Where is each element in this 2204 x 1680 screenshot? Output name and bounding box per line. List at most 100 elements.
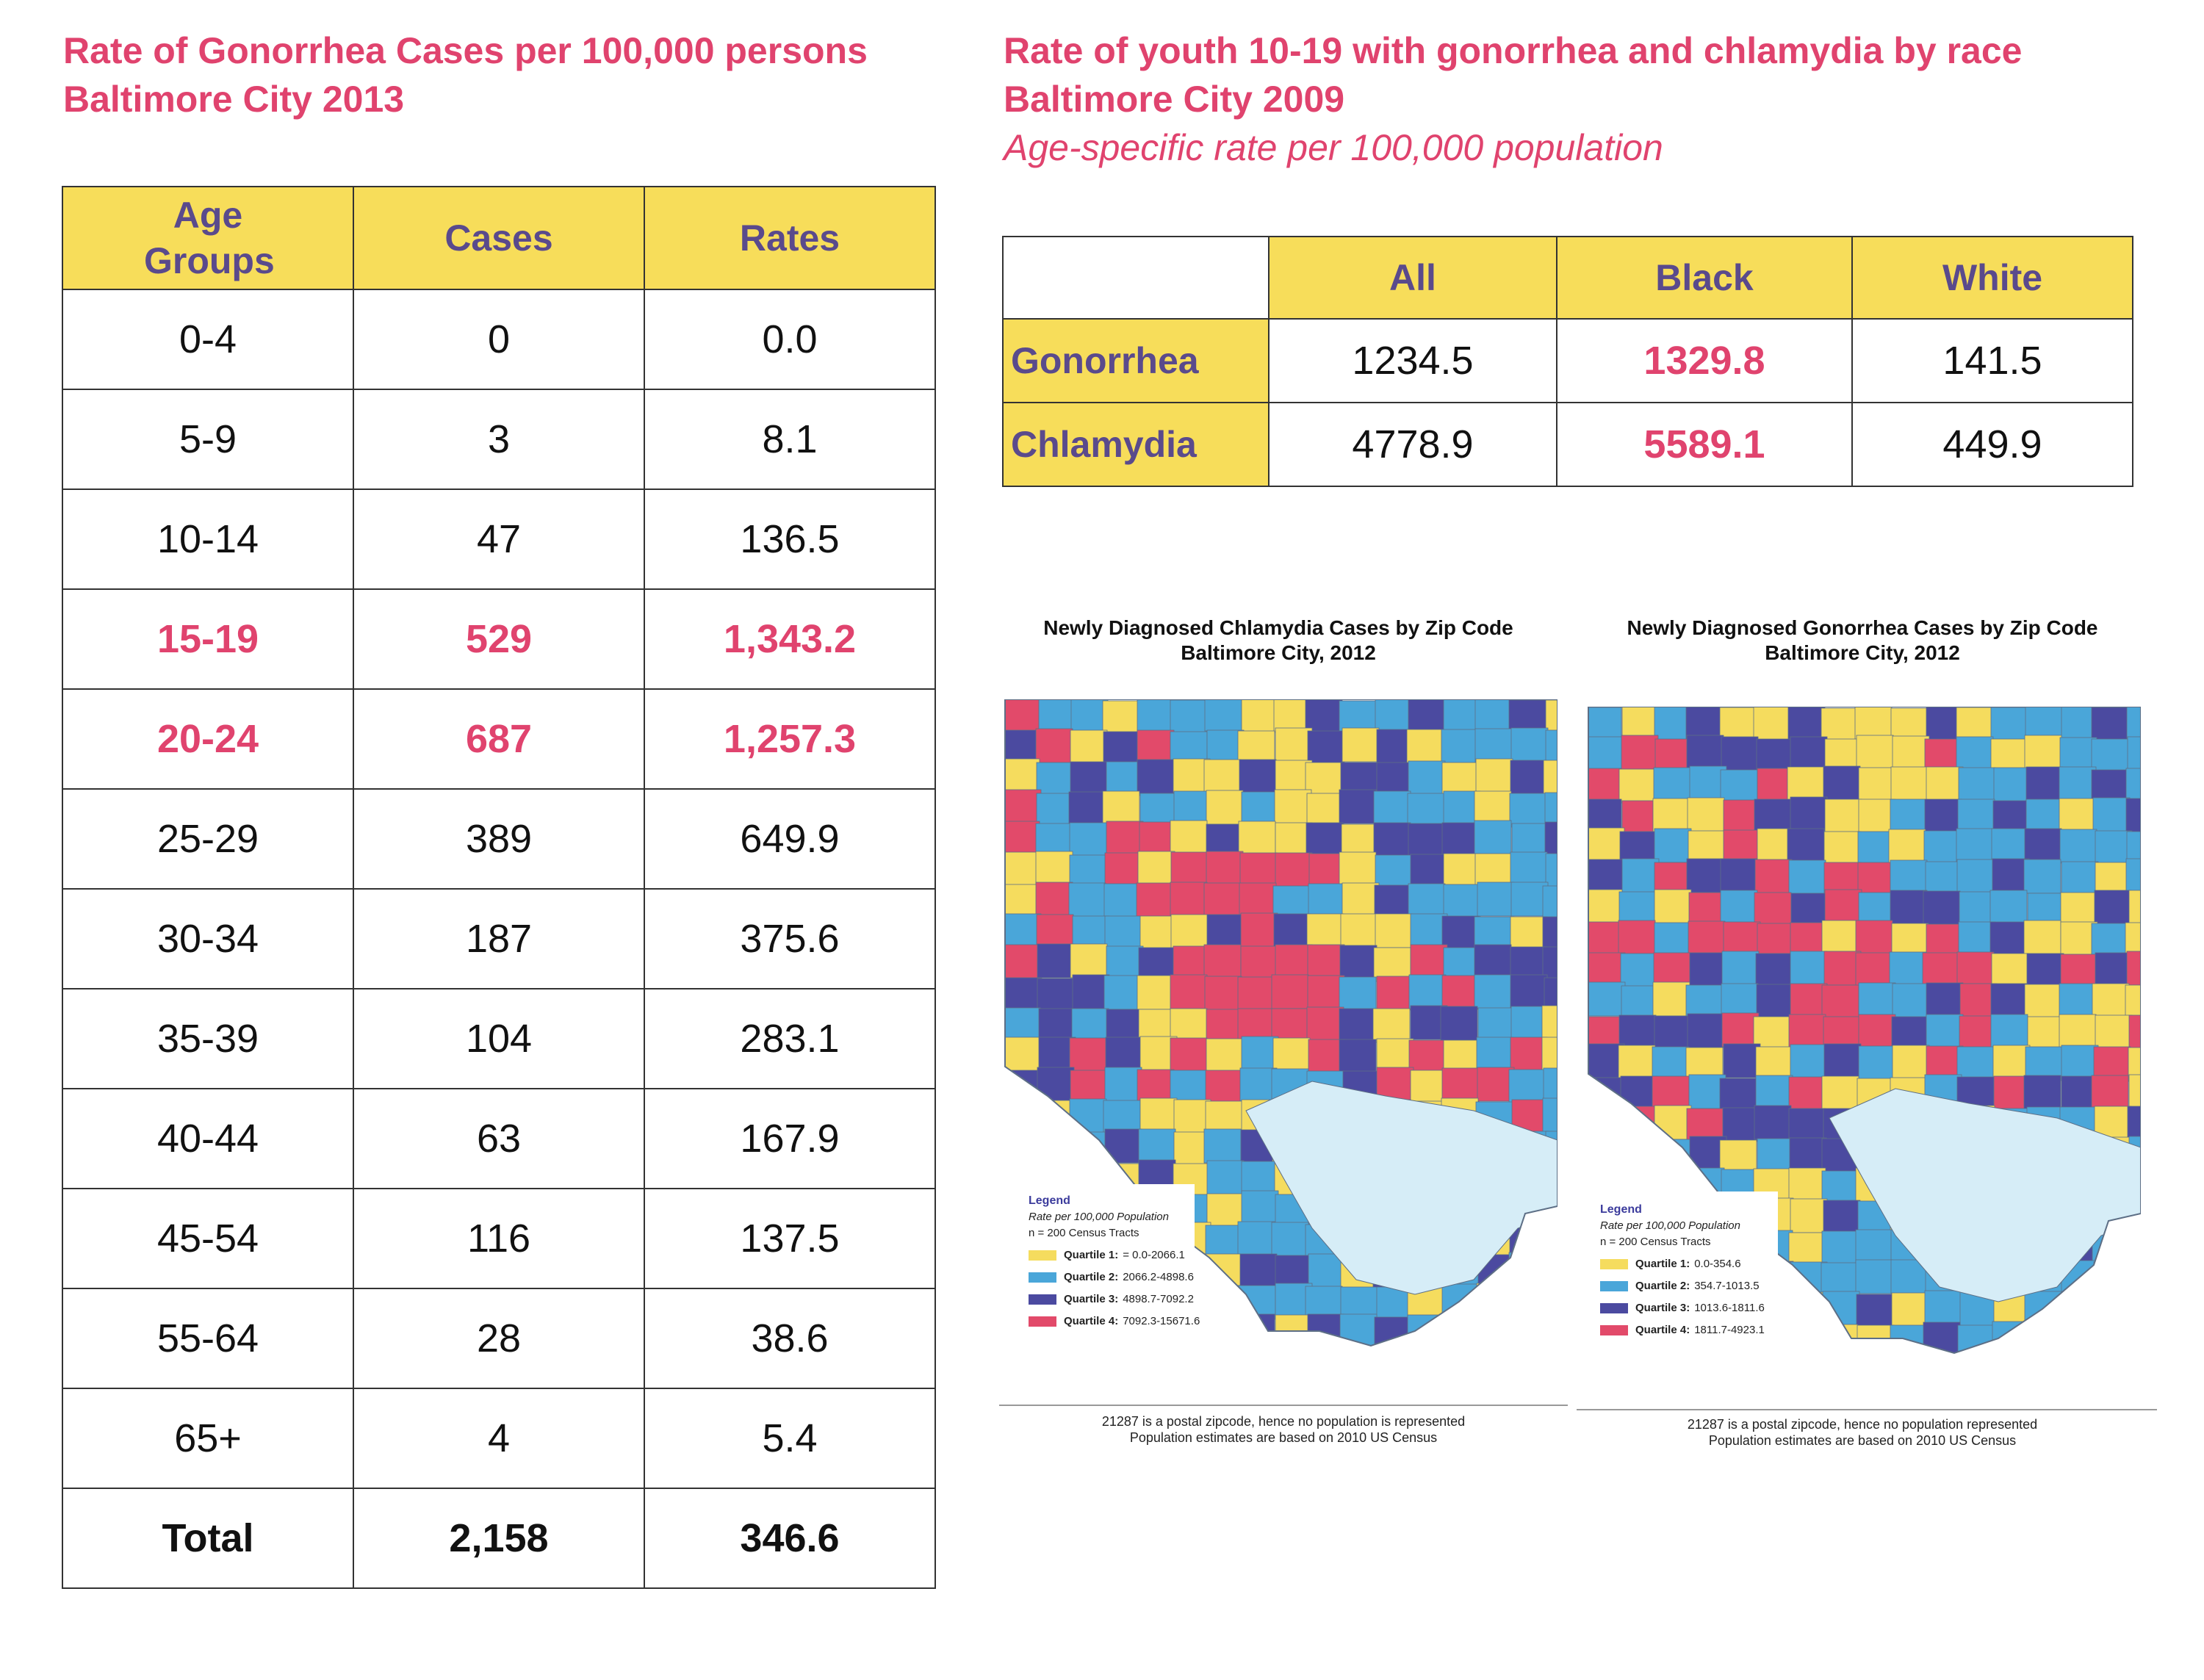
census-tract <box>1821 707 1859 743</box>
census-tract <box>1618 1106 1657 1141</box>
census-tract <box>1923 890 1961 926</box>
total-cases: 2,158 <box>353 1488 645 1589</box>
census-tract <box>1206 1038 1244 1073</box>
gonorrhea-black: 1329.8 <box>1556 318 1853 403</box>
census-tract <box>1510 1316 1548 1346</box>
census-tract <box>1241 1190 1279 1225</box>
census-tract <box>2095 1014 2133 1050</box>
census-tract <box>1722 1107 1760 1142</box>
census-tract <box>1376 762 1414 797</box>
census-tract <box>1005 699 1042 732</box>
census-tract <box>1821 1324 1859 1353</box>
census-tract <box>1653 767 1691 802</box>
census-tract <box>1654 889 1692 924</box>
chlamydia-footnote: 21287 is a postal zipcode, hence no popu… <box>1101 1414 1466 1445</box>
race-header-blank <box>1002 236 1270 320</box>
census-tract <box>2092 983 2130 1018</box>
census-tract <box>1441 1346 1478 1375</box>
census-tract <box>1654 1015 1692 1050</box>
census-tract <box>1618 1138 1657 1173</box>
census-tract <box>2094 890 2132 925</box>
census-tract <box>1137 851 1175 886</box>
census-tract <box>1990 707 2028 742</box>
census-tract <box>1408 1039 1447 1075</box>
census-tract <box>1790 736 1828 771</box>
census-tract <box>1588 798 1622 834</box>
census-tract <box>1723 1043 1761 1078</box>
census-tract <box>1342 882 1380 917</box>
census-tract <box>2125 922 2141 957</box>
city-boundary <box>1588 707 2141 1355</box>
gonorrhea-footnote-rule <box>1577 1409 2157 1410</box>
census-tract <box>1170 974 1208 1009</box>
census-tract <box>1307 944 1345 979</box>
header-cases: Cases <box>353 186 645 290</box>
census-tract <box>1787 766 1825 801</box>
census-tract <box>1755 953 1793 988</box>
right-heading-line1: Rate of youth 10-19 with gonorrhea and c… <box>1004 30 2023 71</box>
census-tract <box>1005 913 1042 948</box>
census-tract <box>1542 885 1557 920</box>
census-tract <box>2091 1075 2129 1110</box>
table-row: 65+ 4 5.4 <box>62 1388 936 1489</box>
census-tract <box>1005 758 1040 793</box>
census-tract <box>1588 1108 1626 1143</box>
census-tract <box>1037 978 1075 1013</box>
q3-swatch <box>1600 1303 1628 1313</box>
census-tract <box>1137 699 1175 733</box>
census-tract <box>1443 699 1481 733</box>
census-tract <box>1509 793 1547 828</box>
census-tract <box>1857 1352 1895 1353</box>
table-row: 25-29 389 649.9 <box>62 788 936 890</box>
census-tract <box>1821 984 1859 1020</box>
race-row-chlamydia: Chlamydia 4778.9 5589.1 449.9 <box>1002 402 2133 487</box>
census-tract <box>1441 915 1480 951</box>
census-tract <box>2093 1261 2131 1297</box>
census-tract <box>1620 953 1658 988</box>
age-cell: 35-39 <box>62 988 354 1089</box>
census-tract <box>1719 1139 1757 1175</box>
census-tract <box>1373 1346 1410 1375</box>
census-tract <box>1307 730 1345 765</box>
census-tract <box>1687 797 1725 832</box>
census-tract <box>1924 798 1962 834</box>
census-tract <box>1992 1045 2031 1080</box>
census-tract <box>1510 760 1548 795</box>
census-tract <box>1476 1348 1513 1375</box>
census-tract <box>1588 1139 1624 1175</box>
census-tract <box>1720 890 1758 925</box>
census-tract <box>1618 891 1657 926</box>
q2-swatch <box>1029 1272 1056 1283</box>
census-tract <box>1037 1132 1075 1167</box>
census-tract <box>2023 859 2061 894</box>
census-tract <box>2060 892 2098 927</box>
census-tract <box>1621 858 1660 893</box>
census-tract <box>1890 798 1928 834</box>
census-tract <box>2024 828 2062 863</box>
census-tract <box>1541 1221 1557 1256</box>
census-tract <box>2093 1046 2131 1081</box>
census-tract <box>2060 953 2098 989</box>
census-tract <box>2095 952 2133 987</box>
census-tract <box>1857 862 1895 897</box>
census-tract <box>1240 945 1278 981</box>
census-tract <box>1923 830 1962 865</box>
rate-cell: 283.1 <box>644 988 936 1089</box>
census-tract <box>1508 1344 1546 1346</box>
census-tract <box>1207 1316 1245 1346</box>
census-tract <box>1410 944 1448 979</box>
census-tract <box>1104 915 1142 951</box>
city-boundary <box>1004 699 1557 1347</box>
census-tract <box>1621 707 1660 740</box>
census-tract <box>1375 913 1413 948</box>
census-tract <box>1306 822 1344 857</box>
age-cell: 40-44 <box>62 1088 354 1189</box>
age-cell: 20-24 <box>62 688 354 790</box>
census-tract <box>1890 1324 1928 1353</box>
gonorrhea-all: 1234.5 <box>1268 318 1557 403</box>
census-tract <box>1856 735 1894 770</box>
age-cell: 10-14 <box>62 489 354 590</box>
census-tract <box>1989 921 2028 956</box>
census-tract <box>1339 789 1377 824</box>
rate-cell: 136.5 <box>644 489 936 590</box>
